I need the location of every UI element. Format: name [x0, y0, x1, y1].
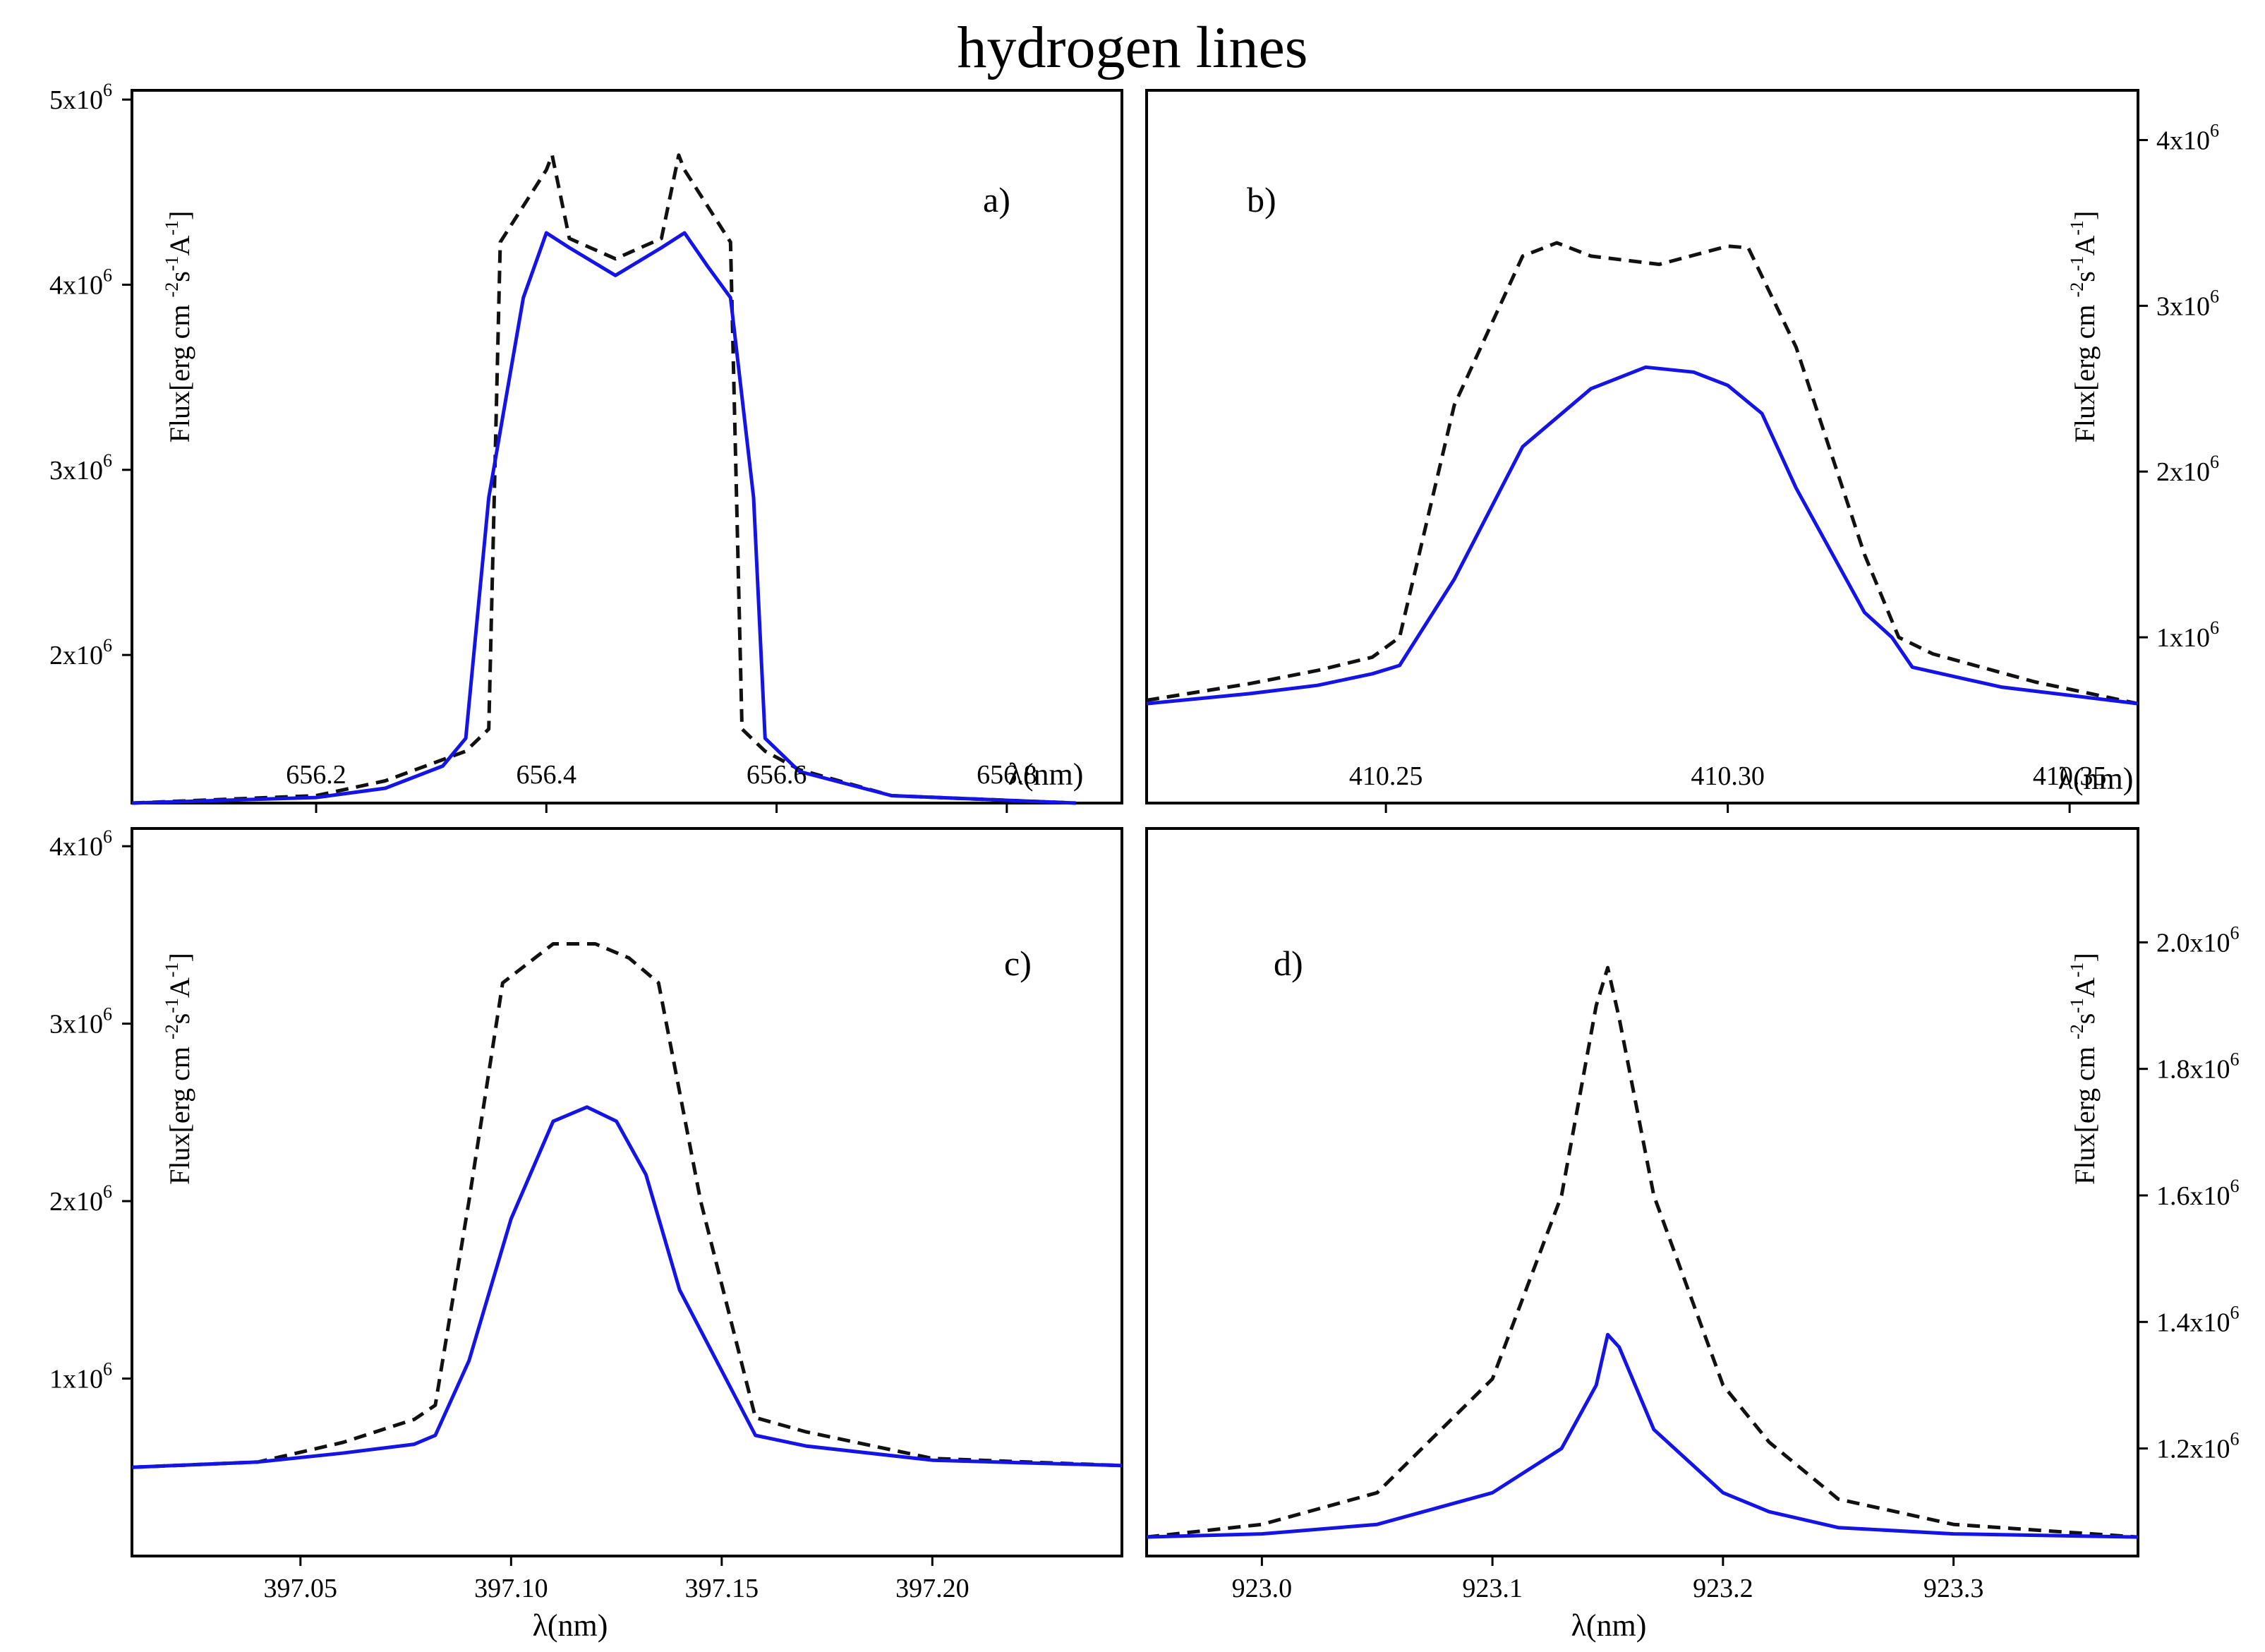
panel-b-label: b): [1247, 180, 1276, 219]
panel-b-frame: [1145, 89, 2139, 804]
panel-d-ytick-label: 1.4x106: [2156, 1302, 2240, 1337]
panel-d-xtick-label: 923.0: [1232, 1574, 1293, 1603]
panel-d-label: d): [1274, 943, 1303, 983]
panel-d-ytick-label: 2.0x106: [2156, 922, 2240, 958]
panel-a: 656.2 656.4 656.6 656.8 2x106 3x106 4x106 5x106…: [49, 80, 1123, 813]
panel-c-xtick-label: 397.15: [685, 1574, 759, 1603]
panel-a-xtick-label: 656.6: [747, 760, 807, 790]
panel-b-ytick-label: 4x106: [2156, 120, 2219, 155]
panel-c-xlabel: λ(nm): [533, 1608, 608, 1643]
panel-d-ytick-label: 1.8x106: [2156, 1049, 2240, 1085]
panel-a-xtick-label: 656.8: [977, 760, 1037, 790]
panel-a-solid-line: [131, 231, 1076, 805]
panel-a-xtick-label: 656.2: [286, 760, 346, 790]
panel-a-ytick-label: 4x106: [49, 265, 112, 300]
panel-b-ytick-label: 2x106: [2156, 452, 2219, 487]
panel-b-xlabel: λ(nm): [2058, 761, 2134, 796]
panel-a-ytick-label: 2x106: [49, 635, 112, 670]
figure-title: hydrogen lines: [958, 15, 1308, 80]
panel-d-ytick-label: 1.2x106: [2156, 1429, 2240, 1464]
panel-d-xlabel: λ(nm): [1571, 1608, 1647, 1643]
panel-c-xtick-label: 397.10: [474, 1574, 548, 1603]
panel-b-xtick-label: 410.30: [1691, 761, 1765, 791]
panel-d-xtick-label: 923.2: [1693, 1574, 1753, 1603]
panel-b-xtick-label: 410.35: [2033, 761, 2107, 791]
panel-c-ytick-label: 3x106: [49, 1004, 112, 1039]
panel-d-solid-line: [1146, 1332, 2139, 1539]
panel-a-ytick-label: 3x106: [49, 450, 112, 486]
panel-a-xtick-label: 656.4: [517, 760, 577, 790]
panel-c-frame: [131, 827, 1123, 1557]
panel-b-ytick-label: 3x106: [2156, 286, 2219, 321]
panel-a-ytick-label: 5x106: [49, 80, 112, 115]
panel-b-dashed-line: [1146, 241, 2139, 706]
panel-c-xtick-label: 397.05: [264, 1574, 338, 1603]
panel-a-xlabel: λ(nm): [1008, 757, 1084, 792]
panel-b-xtick-label: 410.25: [1349, 761, 1423, 791]
panel-d-xtick-label: 923.1: [1462, 1574, 1523, 1603]
panel-d: 923.0 923.1 923.2 923.3 1.2x106 1.4x106 1.6x10…: [1145, 827, 2240, 1643]
panel-b-solid-line: [1146, 365, 2139, 706]
panel-a-ylabel: Flux[erg cm -2s-1A-1]: [162, 211, 195, 443]
panel-c-ytick-label: 1x106: [49, 1359, 112, 1394]
panel-b-ytick-label: 1x106: [2156, 617, 2219, 653]
panel-c-dashed-line: [131, 942, 1123, 1469]
panel-d-dashed-line: [1146, 965, 2139, 1539]
panel-d-ytick-label: 1.6x106: [2156, 1176, 2240, 1211]
panel-a-label: a): [983, 180, 1010, 219]
panel-c-ytick-label: 4x106: [49, 826, 112, 862]
panel-c-ylabel: Flux[erg cm -2s-1A-1]: [162, 953, 195, 1185]
panel-c-label: c): [1004, 943, 1032, 983]
panel-d-ylabel: Flux[erg cm -2s-1A-1]: [2067, 953, 2101, 1185]
panel-c-ytick-label: 2x106: [49, 1181, 112, 1217]
panel-c-solid-line: [131, 1105, 1123, 1469]
panel-d-frame: [1145, 827, 2139, 1557]
panel-d-xtick-label: 923.3: [1923, 1574, 1984, 1603]
panels: 656.2 656.4 656.6 656.8 2x106 3x106 4x106 5x106…: [49, 80, 2240, 1643]
panel-b: 410.25 410.30 410.35 1x106 2x106 3x106 4x106 Fl…: [1145, 89, 2219, 813]
panel-c-xtick-label: 397.20: [895, 1574, 970, 1603]
panel-b-ylabel: Flux[erg cm -2s-1A-1]: [2067, 211, 2101, 443]
panel-a-dashed-line: [131, 153, 1076, 805]
panel-a-frame: [131, 89, 1123, 804]
panel-c: 397.05 397.10 397.15 397.20 1x106 2x106 3x106 4…: [49, 826, 1123, 1643]
